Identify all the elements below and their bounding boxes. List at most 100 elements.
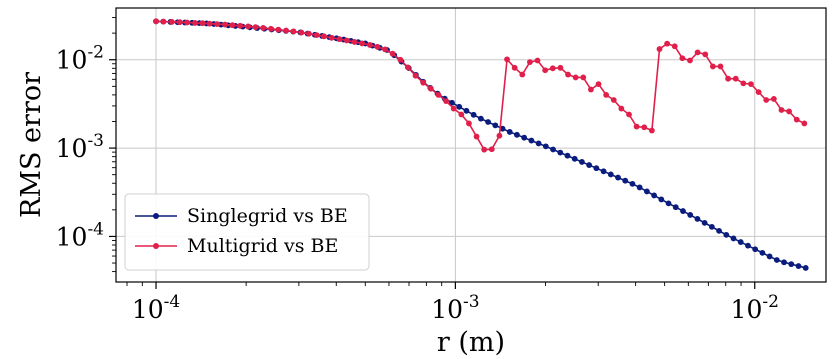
data-point: [778, 107, 785, 113]
data-point: [534, 57, 541, 64]
legend-swatch-marker: [153, 213, 159, 219]
data-point: [595, 81, 602, 87]
data-point: [680, 208, 686, 214]
data-point: [245, 23, 251, 30]
data-point: [709, 63, 716, 70]
data-point: [600, 168, 607, 175]
data-point: [298, 29, 305, 36]
data-point: [366, 42, 373, 48]
data-point: [351, 39, 358, 45]
data-point: [176, 19, 183, 26]
data-point: [773, 257, 780, 263]
y-tick-label: 10-4: [56, 219, 104, 251]
data-point: [343, 37, 350, 44]
data-point: [618, 105, 625, 112]
data-point: [565, 71, 571, 78]
data-point: [572, 74, 579, 81]
y-tick-base: 10: [56, 46, 88, 75]
data-point: [199, 20, 206, 27]
data-point: [550, 146, 556, 153]
data-point: [397, 56, 404, 63]
data-point: [702, 51, 709, 58]
data-point: [492, 122, 499, 129]
data-point: [511, 64, 518, 71]
series-1: [153, 18, 808, 153]
data-point: [488, 146, 495, 153]
data-point: [737, 239, 744, 245]
data-point: [473, 133, 480, 140]
data-point: [222, 21, 228, 28]
data-point: [404, 64, 411, 71]
data-point: [766, 253, 773, 260]
data-point: [466, 120, 472, 127]
data-point: [260, 25, 267, 31]
legend-swatch-marker: [153, 243, 159, 249]
data-point: [485, 119, 491, 125]
x-tick-base: 10: [132, 295, 164, 324]
data-point: [793, 116, 800, 123]
legend-entry: Multigrid vs BE: [135, 235, 338, 257]
legend-box: [124, 193, 370, 271]
data-point: [449, 99, 455, 106]
data-point: [607, 171, 614, 178]
legend-entry: Singlegrid vs BE: [135, 205, 348, 227]
data-point: [290, 28, 297, 35]
data-point: [321, 33, 327, 40]
y-tick-exponent: -4: [87, 219, 104, 239]
data-point: [412, 72, 419, 79]
data-point: [701, 219, 708, 226]
y-tick-label: 10-2: [56, 43, 104, 75]
data-point: [557, 149, 564, 156]
y-tick-label: 10-3: [56, 131, 104, 163]
x-tick-exponent: -3: [463, 292, 480, 312]
data-point: [283, 27, 290, 34]
y-axis-label: RMS error: [16, 72, 47, 218]
data-point: [549, 65, 556, 72]
data-point: [374, 43, 381, 50]
data-point: [389, 50, 396, 57]
y-tick-base: 10: [56, 134, 88, 163]
data-point: [603, 91, 610, 98]
data-point: [206, 20, 213, 27]
data-point: [708, 223, 715, 230]
x-tick-exponent: -2: [762, 292, 779, 312]
x-tick-exponent: -4: [164, 292, 181, 312]
data-point: [671, 43, 678, 50]
data-point: [427, 85, 434, 92]
data-point: [499, 125, 506, 132]
data-point: [648, 127, 655, 134]
data-point: [656, 46, 663, 52]
data-point: [542, 143, 549, 150]
data-point: [169, 19, 175, 25]
data-point: [268, 25, 274, 32]
data-point: [527, 59, 533, 65]
data-point: [557, 64, 564, 71]
data-point: [336, 36, 343, 43]
series-layer: [153, 18, 809, 271]
legend-label: Singlegrid vs BE: [187, 205, 348, 227]
data-point: [759, 249, 766, 256]
data-point: [801, 120, 808, 127]
data-point: [687, 212, 694, 218]
data-point: [382, 46, 388, 53]
data-point: [359, 40, 366, 47]
data-point: [229, 22, 236, 29]
data-point: [672, 204, 679, 211]
data-point: [496, 132, 503, 139]
data-point: [732, 75, 739, 82]
data-point: [477, 115, 484, 122]
data-point: [420, 79, 427, 86]
data-point: [725, 75, 732, 82]
x-tick-base: 10: [431, 295, 463, 324]
data-point: [328, 34, 335, 41]
data-point: [651, 192, 658, 199]
x-tick-label: 10-4: [132, 292, 180, 324]
data-point: [160, 18, 167, 25]
data-point: [435, 91, 442, 98]
axis-ticks: 10-4 10-3 10-210-410-310-2: [56, 17, 779, 324]
data-point: [748, 81, 754, 87]
data-point: [528, 137, 535, 144]
data-point: [723, 231, 730, 238]
data-point: [450, 105, 457, 112]
